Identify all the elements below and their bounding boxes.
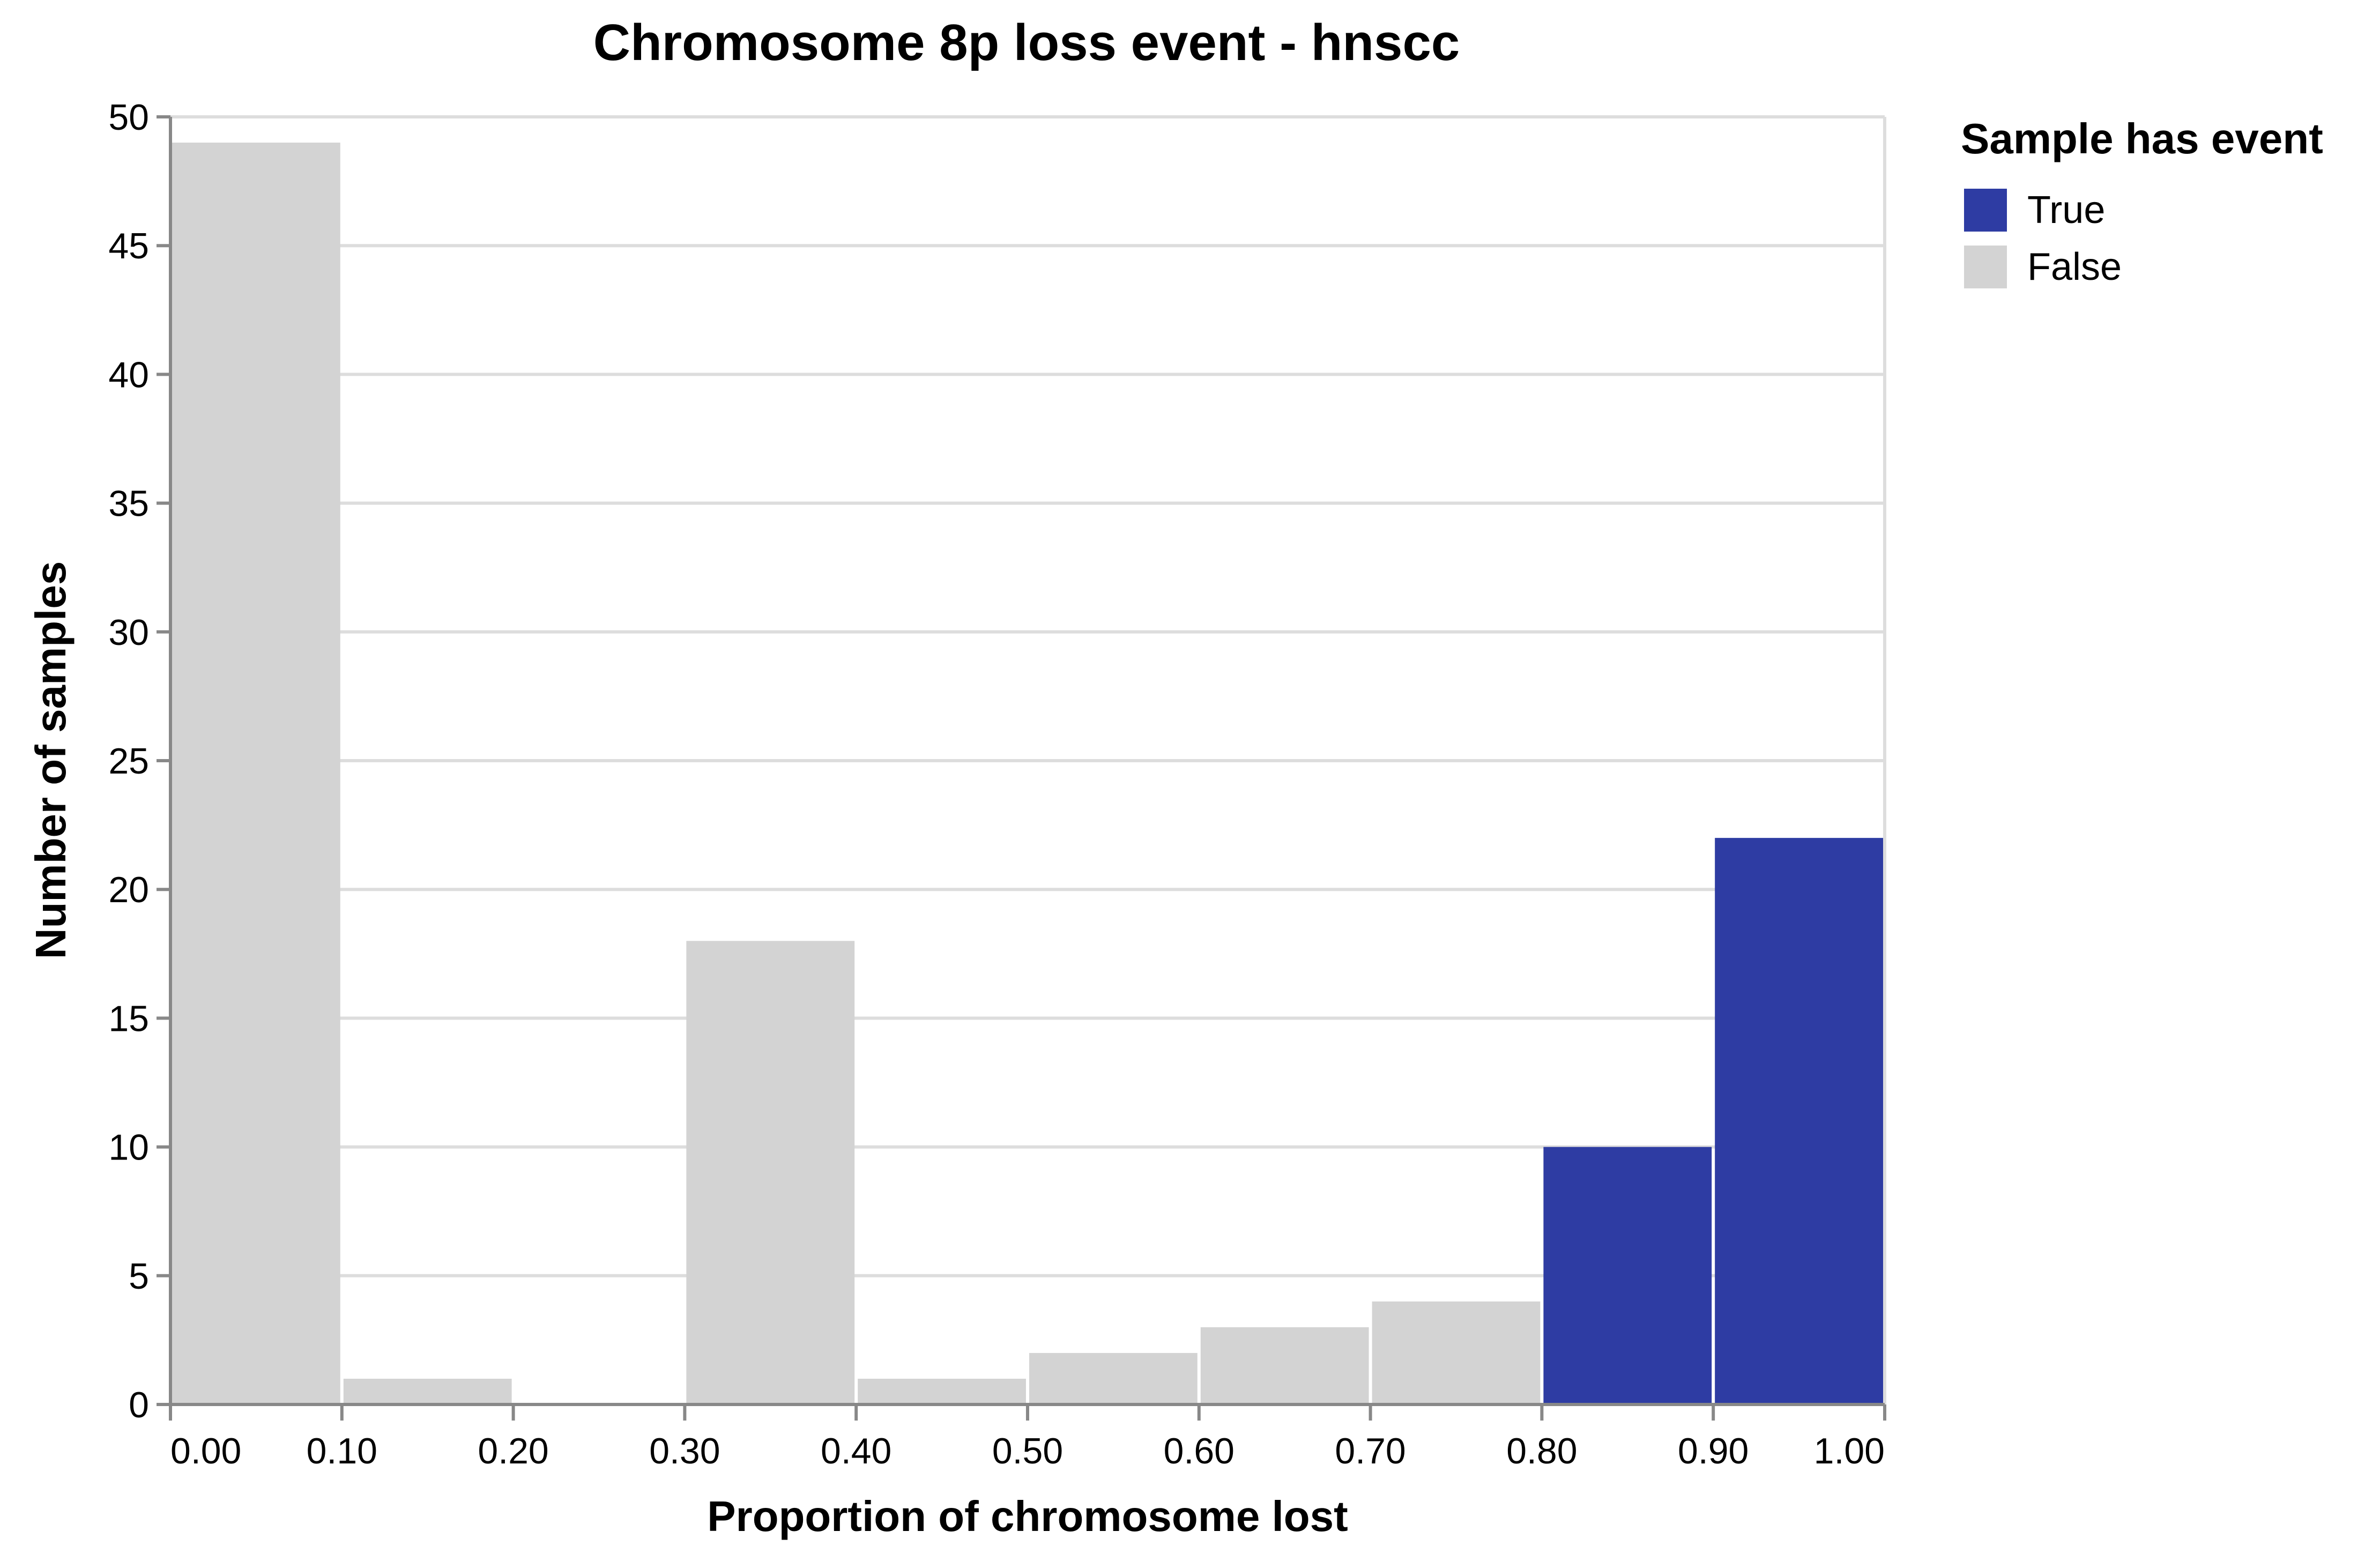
histogram-bar xyxy=(1372,1301,1541,1404)
histogram-bar xyxy=(1029,1352,1198,1404)
histogram-bar xyxy=(1715,838,1883,1404)
y-tick-label: 15 xyxy=(108,998,149,1039)
y-tick-label: 25 xyxy=(108,741,149,782)
gridlines xyxy=(170,115,1886,1404)
histogram-bar xyxy=(1200,1327,1369,1404)
x-tick-label: 0.20 xyxy=(478,1431,548,1471)
legend: Sample has event True False xyxy=(1961,115,2323,288)
x-tick-label: 0.40 xyxy=(821,1431,891,1471)
x-tick-label: 0.10 xyxy=(307,1431,377,1471)
legend-label: False xyxy=(2027,246,2122,288)
y-tick-label: 10 xyxy=(108,1127,149,1168)
y-tick-label: 20 xyxy=(108,869,149,910)
y-tick-label: 45 xyxy=(108,226,149,266)
legend-title: Sample has event xyxy=(1961,115,2323,162)
y-tick-label: 30 xyxy=(108,612,149,653)
histogram-bar xyxy=(858,1378,1026,1404)
y-tick-label: 0 xyxy=(129,1385,149,1425)
chart-title: Chromosome 8p loss event - hnscc xyxy=(593,14,1460,71)
x-tick-label: 0.30 xyxy=(649,1431,720,1471)
y-tick-label: 50 xyxy=(108,97,149,138)
x-tick-label: 0.00 xyxy=(170,1431,241,1471)
axes: 0 5 10 15 20 25 30 35 40 45 50 0.00 0.10 0.20 0.30 0.40… xyxy=(108,97,1886,1471)
histogram-bar xyxy=(343,1378,512,1404)
x-axis-title: Proportion of chromosome lost xyxy=(707,1492,1348,1540)
histogram-bar xyxy=(686,941,855,1404)
y-axis-title: Number of samples xyxy=(27,561,75,959)
histogram-bar xyxy=(1543,1147,1712,1404)
legend-swatch xyxy=(1964,189,2007,232)
x-tick-label: 0.90 xyxy=(1678,1431,1749,1471)
x-tick-label: 0.80 xyxy=(1506,1431,1577,1471)
x-tick-label: 0.60 xyxy=(1164,1431,1234,1471)
legend-swatch xyxy=(1964,246,2007,288)
y-tick-label: 40 xyxy=(108,354,149,395)
legend-label: True xyxy=(2027,189,2105,232)
y-tick-label: 5 xyxy=(129,1256,149,1297)
x-tick-label: 1.00 xyxy=(1814,1431,1885,1471)
histogram-bars xyxy=(170,143,1883,1404)
x-tick-label: 0.70 xyxy=(1335,1431,1405,1471)
legend-entries: True False xyxy=(1964,189,2122,288)
y-tick-label: 35 xyxy=(108,484,149,524)
x-tick-label: 0.50 xyxy=(992,1431,1063,1471)
histogram-bar xyxy=(170,143,340,1404)
